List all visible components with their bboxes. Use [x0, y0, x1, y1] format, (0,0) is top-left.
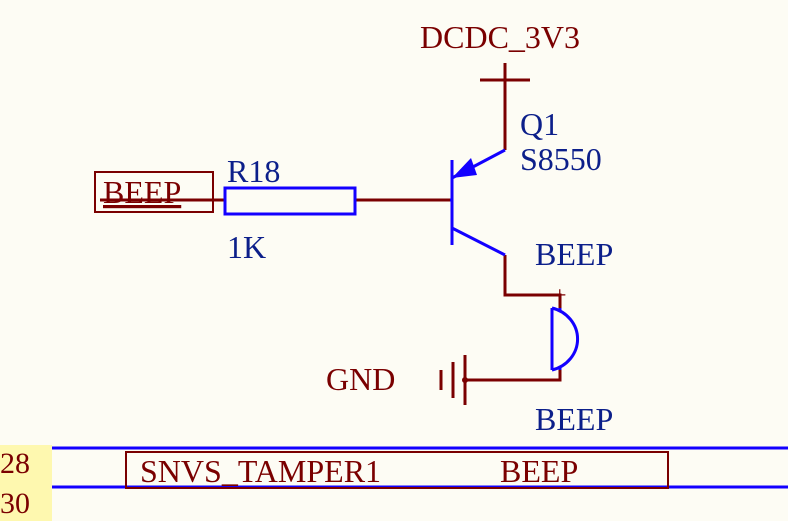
buzzer-footprint: BEEP	[535, 401, 613, 437]
buzzer-ref: BEEP	[535, 236, 613, 272]
transistor-q1	[450, 150, 505, 255]
buzzer-plus: +	[553, 283, 567, 309]
gnd-label: GND	[326, 361, 395, 397]
net-table-signal: SNVS_TAMPER1	[140, 453, 381, 489]
net-table: 28 30 SNVS_TAMPER1 BEEP	[0, 445, 788, 521]
net-table-alias: BEEP	[500, 453, 578, 489]
buzzer-beep	[552, 308, 578, 370]
transistor-value: S8550	[520, 141, 602, 177]
row-number-30: 30	[0, 487, 30, 520]
junction-dot	[462, 377, 468, 383]
resistor-r18	[225, 188, 355, 214]
resistor-value: 1K	[227, 229, 266, 265]
power-net-label: DCDC_3V3	[420, 19, 580, 55]
transistor-ref: Q1	[520, 106, 559, 142]
beep-net-label: BEEP	[103, 174, 181, 210]
resistor-ref: R18	[227, 153, 280, 189]
wires	[100, 63, 560, 405]
row-number-28: 28	[0, 447, 30, 480]
